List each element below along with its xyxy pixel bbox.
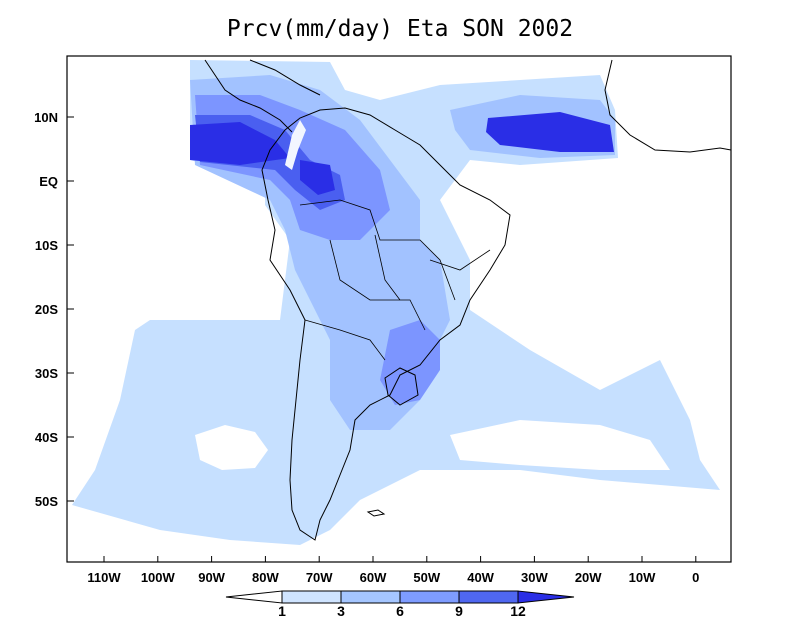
map-title: Prcv(mm/day) Eta SON 2002 — [226, 16, 574, 42]
lat-label: 30S — [35, 366, 58, 381]
lon-label: 70W — [306, 570, 333, 585]
precip-fields — [72, 60, 720, 545]
lat-label: 20S — [35, 302, 58, 317]
lat-label: 10N — [34, 110, 58, 125]
uruguay-border — [384, 367, 419, 406]
precip-gap-southatlantic — [450, 420, 670, 470]
precip-gap-southpacific — [195, 425, 268, 470]
colorbar-segment — [458, 590, 519, 604]
lon-label: 30W — [521, 570, 548, 585]
lon-label: 50W — [413, 570, 440, 585]
central-america-coast — [204, 59, 321, 133]
precip-core-amazon — [300, 160, 335, 195]
lat-label: 10S — [35, 238, 58, 253]
lat-label: 40S — [35, 430, 58, 445]
precip-core-east-pacific — [190, 122, 290, 165]
colorbar: 1 3 6 9 12 — [225, 590, 575, 618]
africa-coast — [604, 59, 732, 153]
precip-field-dark-southeast — [380, 320, 440, 405]
colorbar-tick-label: 6 — [396, 603, 404, 618]
lon-label: 110W — [87, 570, 121, 585]
colorbar-high-arrow — [517, 590, 575, 604]
colorbar-tick-label: 12 — [510, 603, 526, 618]
falklands-coast — [366, 509, 386, 517]
andes-dry-strip — [285, 120, 306, 170]
lon-label: 60W — [360, 570, 387, 585]
country-borders — [299, 199, 491, 361]
colorbar-low-arrow — [225, 590, 283, 604]
lon-label: 0 — [692, 570, 699, 585]
lon-label: 80W — [252, 570, 279, 585]
colorbar-tick-label: 3 — [337, 603, 345, 618]
colorbar-segment — [399, 590, 460, 604]
lon-label: 100W — [141, 570, 176, 585]
colorbar-segment — [340, 590, 401, 604]
lon-label: 10W — [629, 570, 656, 585]
longitude-axis: 110W 100W 90W 80W 70W 60W 50W 40W 30W 20W 10W 0 — [87, 556, 699, 585]
colorbar-tick-label: 9 — [455, 603, 463, 618]
south-america-coast — [261, 107, 511, 541]
lat-label: EQ — [39, 174, 58, 189]
lat-label: 50S — [35, 494, 58, 509]
latitude-axis: 10N EQ 10S 20S 30S 40S 50S — [34, 110, 74, 509]
colorbar-segment — [281, 590, 342, 604]
coastlines — [204, 59, 732, 541]
lon-label: 40W — [467, 570, 494, 585]
precip-gap-pacific-east — [150, 190, 275, 318]
lon-label: 20W — [575, 570, 602, 585]
precip-core-atlantic — [486, 112, 614, 152]
colorbar-tick-label: 1 — [278, 603, 286, 618]
lon-label: 90W — [198, 570, 225, 585]
